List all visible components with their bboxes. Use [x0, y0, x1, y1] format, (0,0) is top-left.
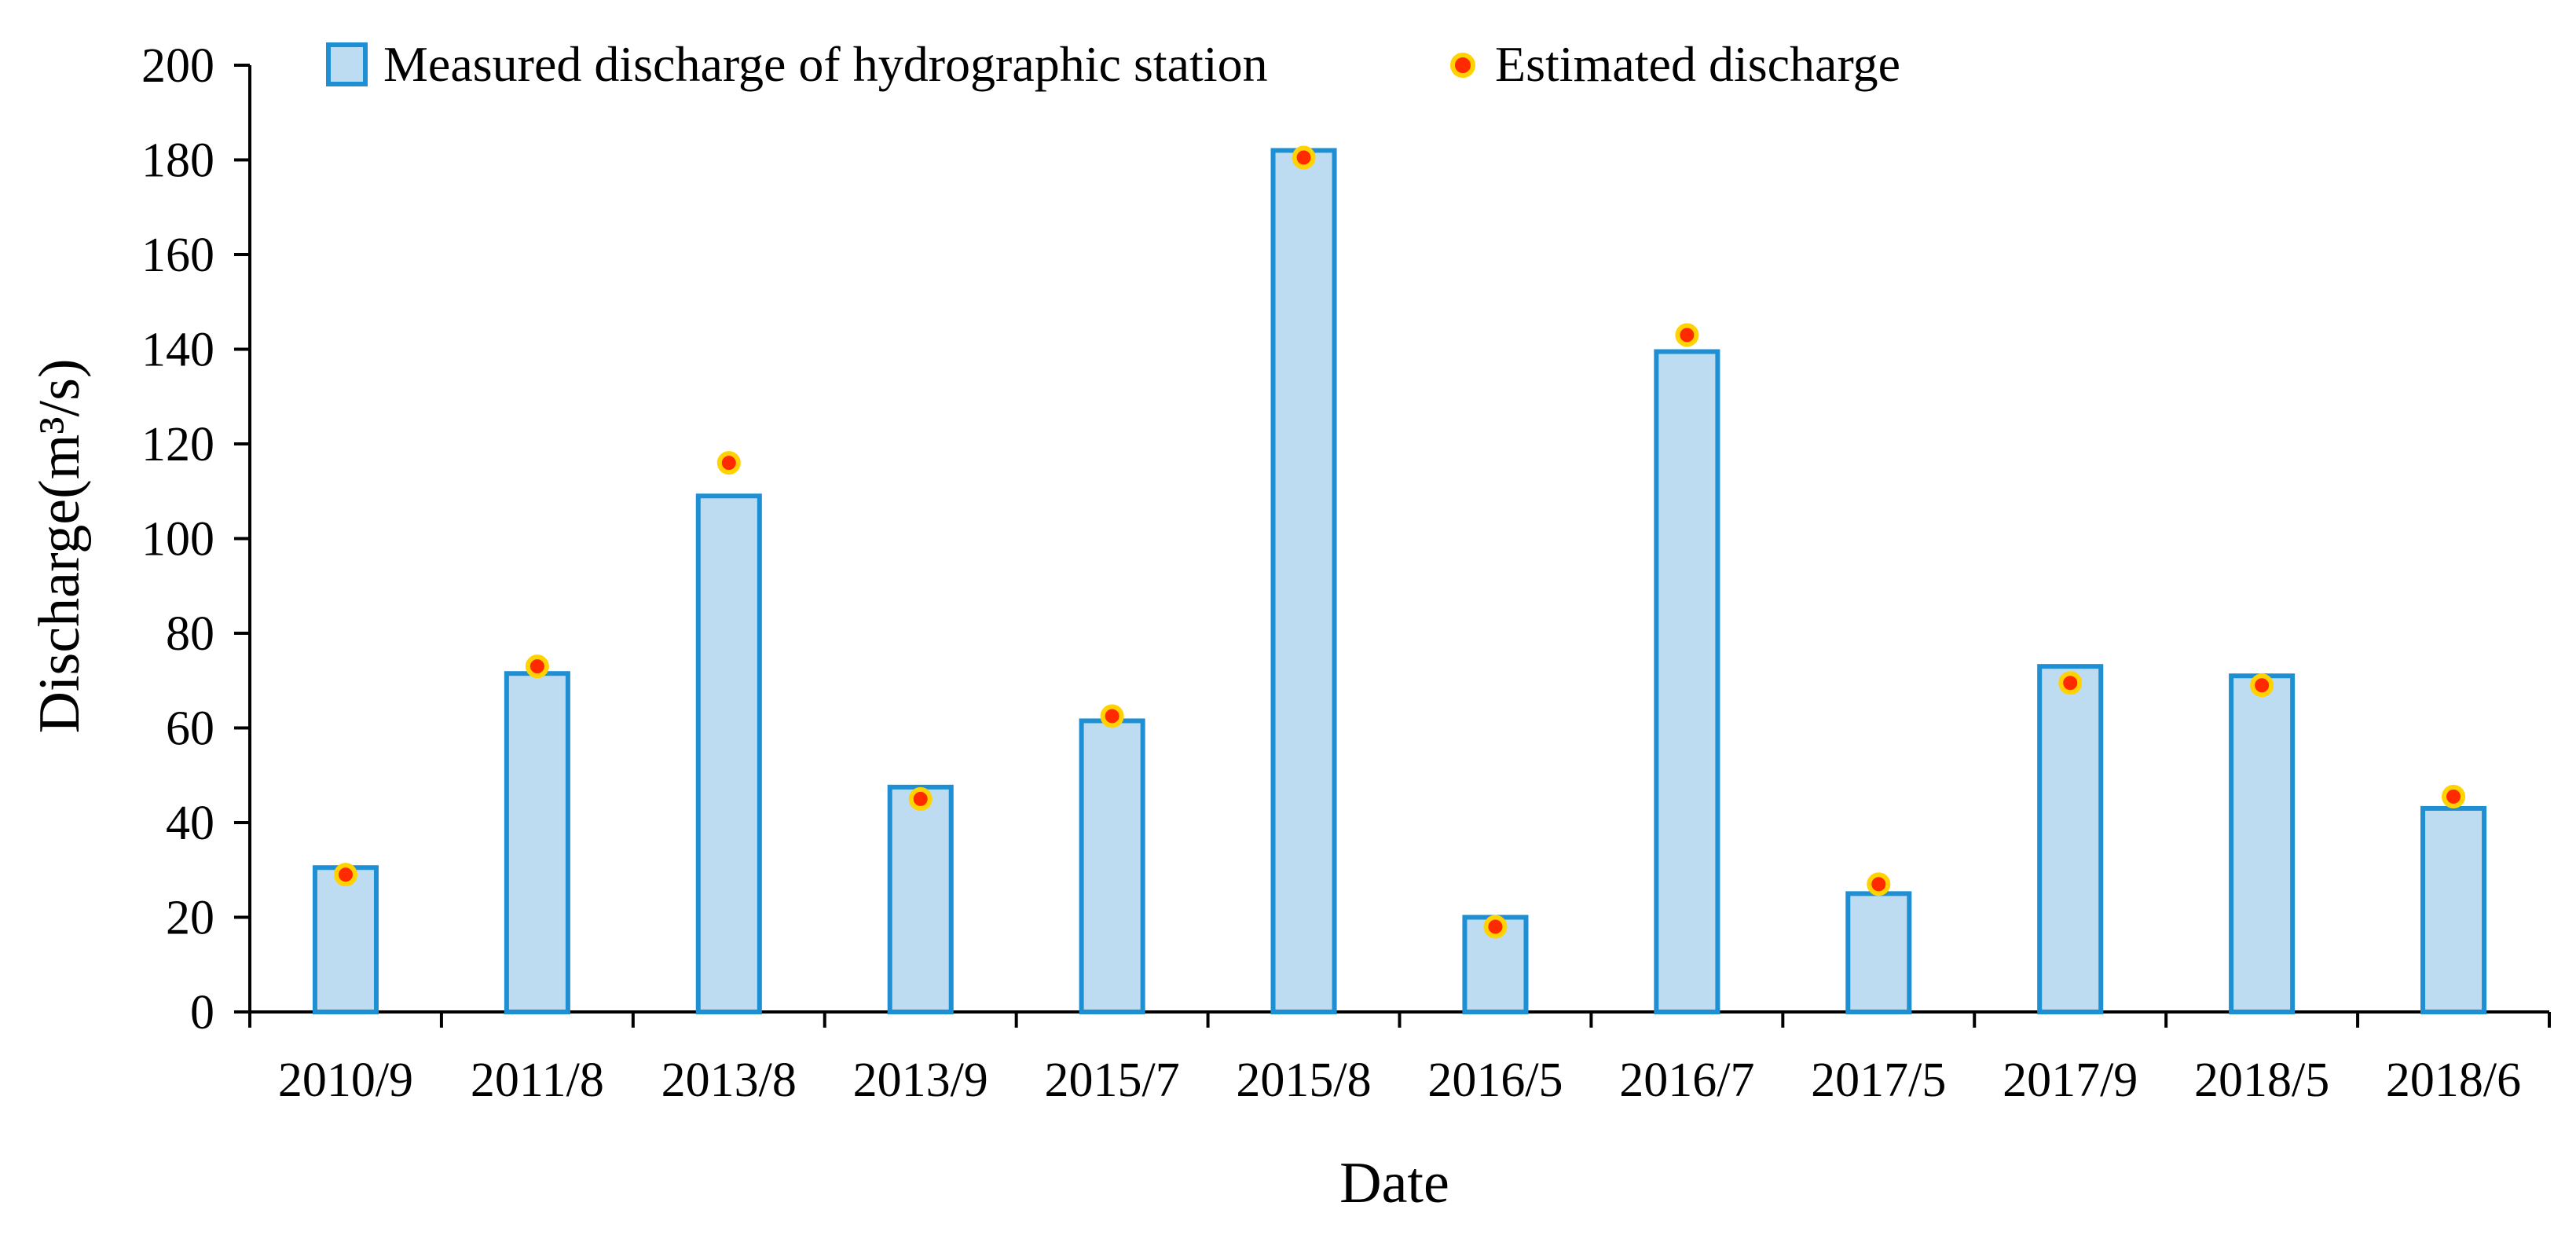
x-tick-label: 2016/7	[1619, 1054, 1754, 1107]
point-2010-9	[333, 863, 357, 887]
y-tick-label: 160	[141, 229, 214, 282]
bar-2011-8	[504, 671, 570, 1015]
x-tick-label: 2018/6	[2386, 1054, 2521, 1107]
bar-2015-8	[1270, 148, 1337, 1015]
y-tick-label: 40	[166, 797, 214, 850]
bar-2018-6	[2420, 805, 2487, 1015]
y-tick-label: 120	[141, 418, 214, 471]
bar-2017-5	[1845, 891, 1912, 1014]
measured-bars	[312, 148, 2487, 1015]
point-2018-5	[2250, 673, 2274, 698]
x-tick-label: 2017/9	[2003, 1054, 2138, 1107]
bar-2017-9	[2037, 664, 2104, 1014]
estimated-points	[333, 145, 2466, 939]
bar-2013-9	[887, 784, 954, 1014]
x-tick-label: 2013/9	[853, 1054, 988, 1107]
bar-2013-8	[695, 493, 762, 1014]
x-tick-label: 2011/8	[471, 1054, 604, 1107]
legend-point-swatch	[1450, 53, 1475, 78]
x-tick-label: 2015/7	[1045, 1054, 1180, 1107]
y-tick-label: 180	[141, 134, 214, 188]
axes	[234, 64, 2551, 1028]
y-tick-label: 0	[190, 986, 214, 1039]
x-tick-labels: 2010/9 2011/8 2013/8 2013/9 2015/7 2015/8 2016…	[278, 1054, 2521, 1107]
legend-label-measured: Measured discharge of hydrographic stati…	[383, 36, 1268, 92]
y-tick-label: 80	[166, 607, 214, 661]
bar-2015-7	[1079, 718, 1145, 1015]
x-tick-label: 2010/9	[278, 1054, 413, 1107]
x-tick-label: 2017/5	[1811, 1054, 1946, 1107]
y-tick-label: 20	[166, 892, 214, 945]
y-tick-label: 200	[141, 39, 214, 93]
y-tick-labels: 0 20 40 60 80 100 120 140 160 180 200	[141, 39, 214, 1039]
x-tick-label: 2016/5	[1427, 1054, 1563, 1107]
point-2015-7	[1100, 704, 1124, 728]
point-2016-5	[1483, 915, 1508, 939]
y-tick-label: 140	[141, 324, 214, 377]
legend-label-estimated: Estimated discharge	[1495, 36, 1900, 92]
legend: Measured discharge of hydrographic stati…	[326, 36, 1900, 92]
x-tick-label: 2013/8	[661, 1054, 797, 1107]
point-2011-8	[525, 654, 549, 679]
bar-2018-5	[2229, 673, 2296, 1014]
point-2013-9	[908, 786, 933, 811]
y-tick-label: 100	[141, 513, 214, 566]
point-2016-7	[1675, 323, 1699, 347]
point-2018-6	[2442, 784, 2466, 808]
point-2015-8	[1292, 145, 1316, 170]
point-2013-8	[716, 451, 741, 475]
point-2017-9	[2058, 671, 2083, 695]
bar-2010-9	[312, 865, 379, 1015]
y-axis-title: Discharge(m³/s)	[27, 358, 92, 733]
bar-2016-7	[1654, 349, 1720, 1014]
x-axis-title: Date	[1339, 1151, 1449, 1215]
point-2017-5	[1867, 872, 1891, 896]
x-tick-label: 2015/8	[1236, 1054, 1371, 1107]
legend-bar-swatch	[326, 42, 368, 86]
y-tick-label: 60	[166, 702, 214, 756]
x-tick-label: 2018/5	[2194, 1054, 2329, 1107]
